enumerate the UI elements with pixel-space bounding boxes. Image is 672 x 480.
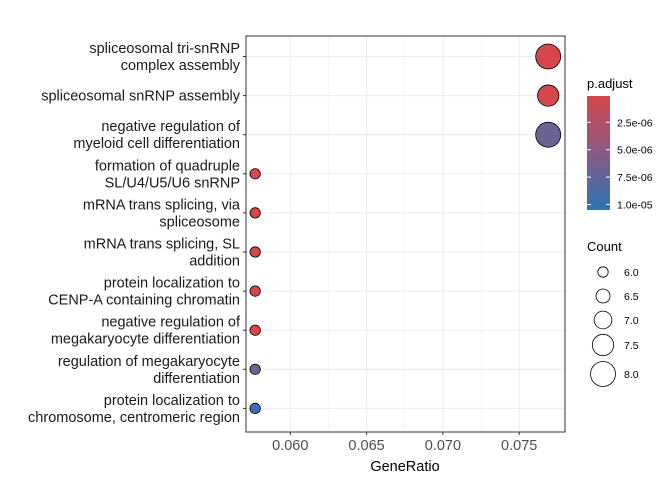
data-point <box>249 402 261 414</box>
color-legend-label: 7.5e-06 <box>617 172 653 184</box>
data-point <box>249 363 261 375</box>
plot-background <box>246 36 565 432</box>
size-legend-key <box>595 288 611 304</box>
data-point <box>249 207 261 219</box>
x-tick-label: 0.060 <box>272 438 308 454</box>
size-legend-key <box>591 333 615 357</box>
color-legend-bar <box>587 96 610 210</box>
size-legend-key <box>593 310 613 330</box>
y-tick-label: protein localization to chromosome, centr… <box>28 393 240 426</box>
color-legend-label: 5.0e-06 <box>617 145 653 157</box>
y-tick-label: spliceosomal tri-snRNP complex assembly <box>89 41 240 74</box>
data-point <box>249 168 261 180</box>
y-tick-label: regulation of megakaryocyte differentiati… <box>58 354 240 387</box>
size-legend-key <box>590 361 616 387</box>
data-points <box>249 43 562 414</box>
y-tick-label: mRNA trans splicing, SL addition <box>84 237 240 270</box>
y-tick-label: spliceosomal snRNP assembly <box>41 89 241 105</box>
plot-panel-border <box>245 35 566 433</box>
x-tick-label: 0.065 <box>348 438 384 454</box>
size-legend-label: 6.5 <box>624 291 639 303</box>
data-point <box>249 324 261 336</box>
y-tick-label: formation of quadruple SL/U4/U5/U6 snRNP <box>95 158 240 191</box>
y-axis: spliceosomal tri-snRNP complex assembly sp… <box>28 41 246 426</box>
color-legend-label: 1.0e-05 <box>617 200 653 212</box>
y-tick-label: negative regulation of myeloid cell diffe… <box>73 119 241 152</box>
size-legend-title: Count <box>587 239 622 254</box>
data-point <box>249 246 261 258</box>
grid-lines <box>246 36 565 432</box>
color-legend: p.adjust 2.5e-06 5.0e-06 7.5e-06 1.0e-05 <box>587 76 653 212</box>
data-point <box>537 84 560 107</box>
size-legend-label: 6.0 <box>624 267 639 279</box>
size-legend: Count 6.0 6.5 7.0 7.5 8.0 <box>587 239 639 387</box>
data-point <box>249 285 261 297</box>
color-legend-label: 2.5e-06 <box>617 117 653 129</box>
data-point <box>535 43 562 70</box>
x-axis-title: GeneRatio <box>370 459 439 475</box>
y-tick-label: negative regulation of megakaryocyte diff… <box>51 315 241 348</box>
size-legend-key <box>597 266 609 278</box>
size-legend-label: 7.5 <box>624 340 639 352</box>
x-tick-label: 0.070 <box>425 438 461 454</box>
y-tick-label: mRNA trans splicing, via spliceosome <box>83 197 241 230</box>
x-axis: 0.060 0.065 0.070 0.075 <box>272 432 537 454</box>
size-legend-label: 8.0 <box>624 369 639 381</box>
x-tick-label: 0.075 <box>501 438 537 454</box>
size-legend-label: 7.0 <box>624 315 639 327</box>
y-tick-label: protein localization to CENP-A containing… <box>48 276 240 309</box>
data-point <box>535 121 562 148</box>
color-legend-title: p.adjust <box>587 76 633 91</box>
